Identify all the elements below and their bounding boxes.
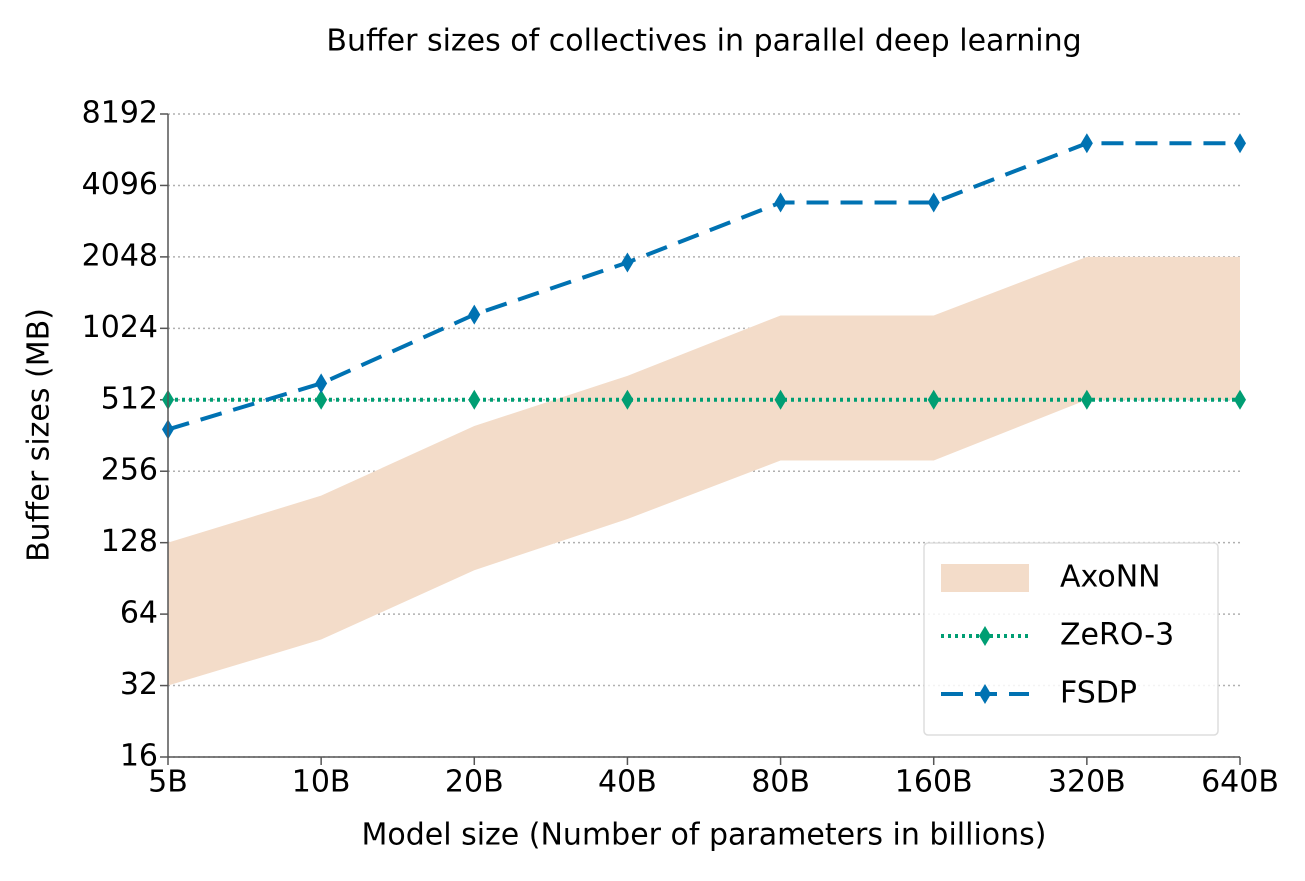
marker [315, 389, 328, 410]
x-axis-label: Model size (Number of parameters in bill… [361, 818, 1046, 853]
x-tick-label: 40B [598, 765, 657, 800]
x-tick-label: 640B [1201, 765, 1279, 800]
y-tick-label: 8192 [82, 96, 158, 131]
x-tick-label: 5B [148, 765, 188, 800]
chart-title: Buffer sizes of collectives in parallel … [326, 24, 1081, 59]
area-band [168, 256, 1240, 686]
x-tick-label: 320B [1048, 765, 1126, 800]
y-tick-label: 128 [101, 524, 158, 559]
y-axis-label: Buffer sizes (MB) [22, 308, 57, 562]
marker [468, 389, 481, 410]
marker [1080, 389, 1093, 410]
marker [1234, 133, 1246, 154]
y-tick-label: 64 [120, 596, 158, 631]
y-tick-label: 256 [101, 453, 158, 488]
y-tick-label: 1024 [82, 310, 158, 345]
y-tick-label: 512 [101, 381, 158, 416]
marker [774, 389, 787, 410]
marker [927, 389, 940, 410]
x-tick-label: 10B [292, 765, 351, 800]
marker [621, 252, 634, 273]
line [167, 141, 1240, 432]
legend-label: AxoNN [1060, 560, 1161, 595]
marker [1080, 133, 1093, 154]
y-tick-label: 2048 [82, 238, 158, 273]
legend-marker [979, 684, 991, 704]
marker [315, 373, 328, 394]
marker [774, 192, 787, 213]
legend-swatch [941, 564, 1029, 592]
marker [468, 304, 481, 325]
y-tick-label: 16 [120, 739, 158, 774]
legend-label: FSDP [1060, 676, 1137, 711]
x-tick-label: 160B [895, 765, 973, 800]
legend: AxoNN ZeRO-3 FSDP [923, 542, 1219, 736]
y-tick-label: 32 [120, 667, 158, 702]
marker [927, 192, 940, 213]
y-tick-label: 4096 [82, 167, 158, 202]
marker [621, 389, 634, 410]
legend-marker [979, 626, 991, 646]
marker [1234, 389, 1246, 410]
x-tick-label: 80B [751, 765, 810, 800]
legend-label: ZeRO-3 [1060, 618, 1174, 653]
x-tick-label: 20B [445, 765, 504, 800]
